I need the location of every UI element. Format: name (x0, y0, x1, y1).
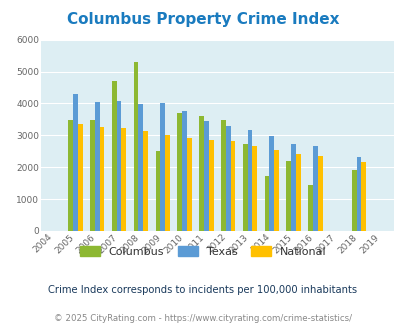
Text: © 2025 CityRating.com - https://www.cityrating.com/crime-statistics/: © 2025 CityRating.com - https://www.city… (54, 314, 351, 323)
Bar (356, 157, 360, 231)
Bar (360, 162, 365, 231)
Bar (220, 120, 225, 231)
Bar (143, 130, 148, 231)
Bar (177, 113, 182, 231)
Bar (247, 130, 252, 231)
Bar (160, 103, 165, 231)
Bar (198, 115, 203, 231)
Bar (100, 127, 104, 231)
Text: Crime Index corresponds to incidents per 100,000 inhabitants: Crime Index corresponds to incidents per… (48, 285, 357, 295)
Legend: Columbus, Texas, National: Columbus, Texas, National (75, 242, 330, 261)
Bar (73, 94, 78, 231)
Bar (225, 126, 230, 231)
Bar (230, 141, 235, 231)
Bar (252, 146, 256, 231)
Bar (295, 154, 300, 231)
Bar (286, 161, 290, 231)
Bar (208, 140, 213, 231)
Bar (182, 111, 186, 231)
Bar (317, 156, 322, 231)
Bar (112, 81, 116, 231)
Bar (116, 101, 121, 231)
Bar (133, 62, 138, 231)
Bar (165, 135, 169, 231)
Bar (307, 185, 312, 231)
Text: Columbus Property Crime Index: Columbus Property Crime Index (66, 12, 339, 26)
Bar (312, 146, 317, 231)
Bar (269, 136, 273, 231)
Bar (186, 139, 191, 231)
Bar (290, 144, 295, 231)
Bar (138, 104, 143, 231)
Bar (121, 128, 126, 231)
Bar (264, 176, 269, 231)
Bar (203, 121, 208, 231)
Bar (155, 151, 160, 231)
Bar (78, 124, 83, 231)
Bar (273, 150, 278, 231)
Bar (90, 120, 95, 231)
Bar (242, 144, 247, 231)
Bar (95, 102, 100, 231)
Bar (351, 170, 356, 231)
Bar (68, 120, 73, 231)
